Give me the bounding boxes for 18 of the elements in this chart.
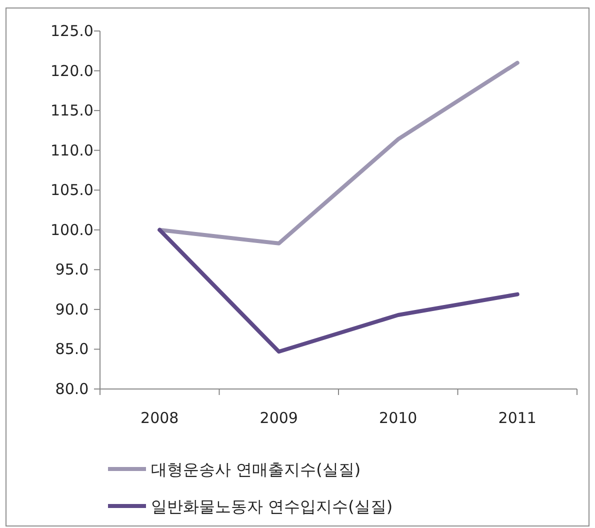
x-tick-label: 2010 (379, 409, 418, 427)
y-tick-label: 125.0 (50, 22, 94, 40)
x-tick-label: 2009 (260, 409, 298, 427)
y-tick-label: 95.0 (55, 260, 89, 279)
x-tick-label: 2008 (140, 409, 179, 427)
line-series (158, 228, 520, 354)
legend-label: 대형운송사 연매출지수(실질) (151, 460, 361, 479)
line-series (158, 60, 520, 246)
y-tick-label: 120.0 (50, 62, 94, 80)
y-tick-label: 90.0 (55, 300, 89, 318)
x-tick-label: 2011 (498, 409, 536, 427)
y-tick-label: 85.0 (55, 340, 89, 358)
y-tick-label: 110.0 (50, 141, 94, 160)
y-tick-label: 80.0 (55, 380, 89, 398)
y-tick-label: 115.0 (50, 102, 94, 120)
y-tick-label: 100.0 (50, 220, 94, 239)
legend-label: 일반화물노동자 연수입지수(실질) (151, 497, 393, 516)
y-tick-label: 105.0 (50, 181, 94, 200)
